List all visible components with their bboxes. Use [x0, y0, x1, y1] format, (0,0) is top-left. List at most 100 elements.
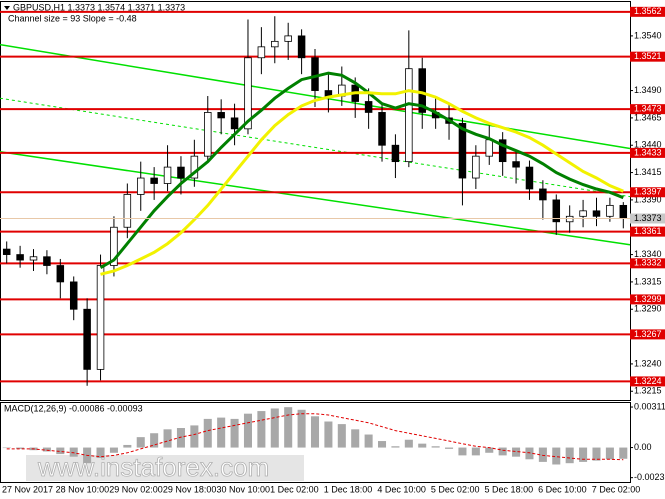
y-tick-label: 1.3415 [634, 167, 662, 177]
macd-bar [69, 447, 78, 457]
level-label: 1.3332 [634, 258, 662, 268]
candle-body [123, 194, 132, 228]
macd-bar [337, 424, 346, 448]
level-label-box [630, 294, 665, 305]
y-tick-label: 1.3390 [634, 194, 662, 204]
macd-bar [56, 447, 65, 455]
plot: 1.35401.34901.34651.34401.34151.33901.33… [0, 6, 665, 494]
macd-bar [270, 408, 279, 448]
level-label-box [630, 6, 665, 17]
menu-arrow [4, 6, 10, 10]
candle-body [163, 166, 172, 184]
candle-body [498, 139, 507, 163]
macd-bar [592, 447, 601, 461]
level-label: 1.3397 [634, 187, 662, 197]
watermark-box [26, 455, 304, 481]
candle-body [110, 226, 118, 266]
level-label: 1.3473 [634, 104, 662, 114]
level-label: 1.3267 [634, 329, 662, 339]
x-tick-label: 28 Nov 10:00 [56, 484, 110, 494]
candle-body [284, 35, 292, 42]
macd-bar [310, 416, 320, 448]
macd-bar [217, 417, 226, 448]
macd-bar [123, 444, 132, 448]
candle-body [391, 144, 400, 163]
macd-frame [0, 402, 631, 483]
y-tick-label: 1.3240 [634, 358, 662, 368]
candle-body [69, 281, 78, 310]
current-price-box [630, 213, 665, 224]
macd-bar [203, 418, 212, 448]
level-label-box [630, 226, 665, 237]
candle-body [177, 166, 185, 179]
macd-bar [512, 447, 521, 457]
level-label-box [630, 104, 665, 115]
candle-body [418, 68, 426, 113]
macd-bar [619, 447, 628, 459]
candle-body [512, 161, 520, 168]
macd-bar [498, 447, 507, 456]
candle-body [592, 210, 601, 217]
macd-bar [150, 433, 159, 448]
macd-bar [605, 447, 614, 460]
candle-body [525, 166, 534, 190]
x-tick-label: 5 Dec 02:00 [431, 484, 480, 494]
x-tick-label: 1 Dec 02:00 [270, 484, 319, 494]
macd-bar [404, 439, 413, 448]
x-tick-label: 30 Nov 10:00 [216, 484, 270, 494]
level-label: 1.3562 [634, 6, 662, 16]
chart-subtitle: Channel size = 93 Slope = -0.48 [8, 13, 137, 23]
candle-body [43, 256, 51, 266]
y-tick-label: 1.3315 [634, 276, 662, 286]
candle-body [2, 248, 11, 255]
candle-body [552, 199, 561, 223]
main-frame [0, 1, 631, 401]
candle-body [96, 265, 105, 370]
y-tick-label: 0.00 [634, 442, 652, 452]
candle-body [217, 112, 225, 119]
level-label-box [630, 51, 665, 62]
y-tick-label: 1.3465 [634, 112, 662, 122]
chart-title: GBPUSD,H1 1.3373 1.3574 1.3371 1.3373 [13, 2, 185, 12]
macd-bar [324, 421, 333, 448]
macd-bar [190, 425, 199, 448]
macd-bar [109, 447, 118, 453]
macd-bar [471, 447, 480, 456]
macd-bar [552, 447, 561, 465]
x-tick-label: 7 Dec 02:00 [592, 484, 641, 494]
level-label: 1.3433 [634, 147, 662, 157]
macd-bar [16, 447, 25, 449]
macd-bar [42, 447, 51, 452]
candle-body [271, 40, 279, 48]
macd-title: MACD(12,26,9) -0.00086 -0.00093 [4, 403, 143, 413]
level-label: 1.3299 [634, 294, 662, 304]
macd-bar [351, 429, 360, 448]
macd-bar [378, 441, 387, 448]
macd-bar [525, 447, 534, 460]
moving-average [99, 71, 624, 270]
macd-bar [458, 447, 467, 456]
level-label-box [630, 376, 665, 387]
candle-body [606, 204, 614, 217]
candle-body [485, 139, 494, 157]
candle-body [150, 177, 158, 184]
candle-body [29, 256, 38, 261]
macd-bar [418, 443, 427, 448]
current-price-label: 1.3373 [634, 213, 662, 223]
y-tick-label: 1.3440 [634, 140, 662, 150]
candle-body [257, 46, 266, 59]
y-tick-label: 1.3290 [634, 304, 662, 314]
macd-bar [391, 446, 400, 448]
candle-body [405, 68, 413, 163]
macd-bar [538, 447, 547, 462]
channel-line [0, 151, 631, 246]
candle-body [230, 117, 239, 130]
macd-bar [364, 434, 373, 448]
macd-bar [230, 418, 239, 448]
candle-body [458, 122, 467, 179]
y-tick-label: 1.3215 [634, 386, 662, 396]
x-tick-label: 6 Dec 10:00 [538, 484, 587, 494]
candle-body [579, 210, 587, 217]
x-tick-label: 27 Nov 2017 [2, 484, 53, 494]
